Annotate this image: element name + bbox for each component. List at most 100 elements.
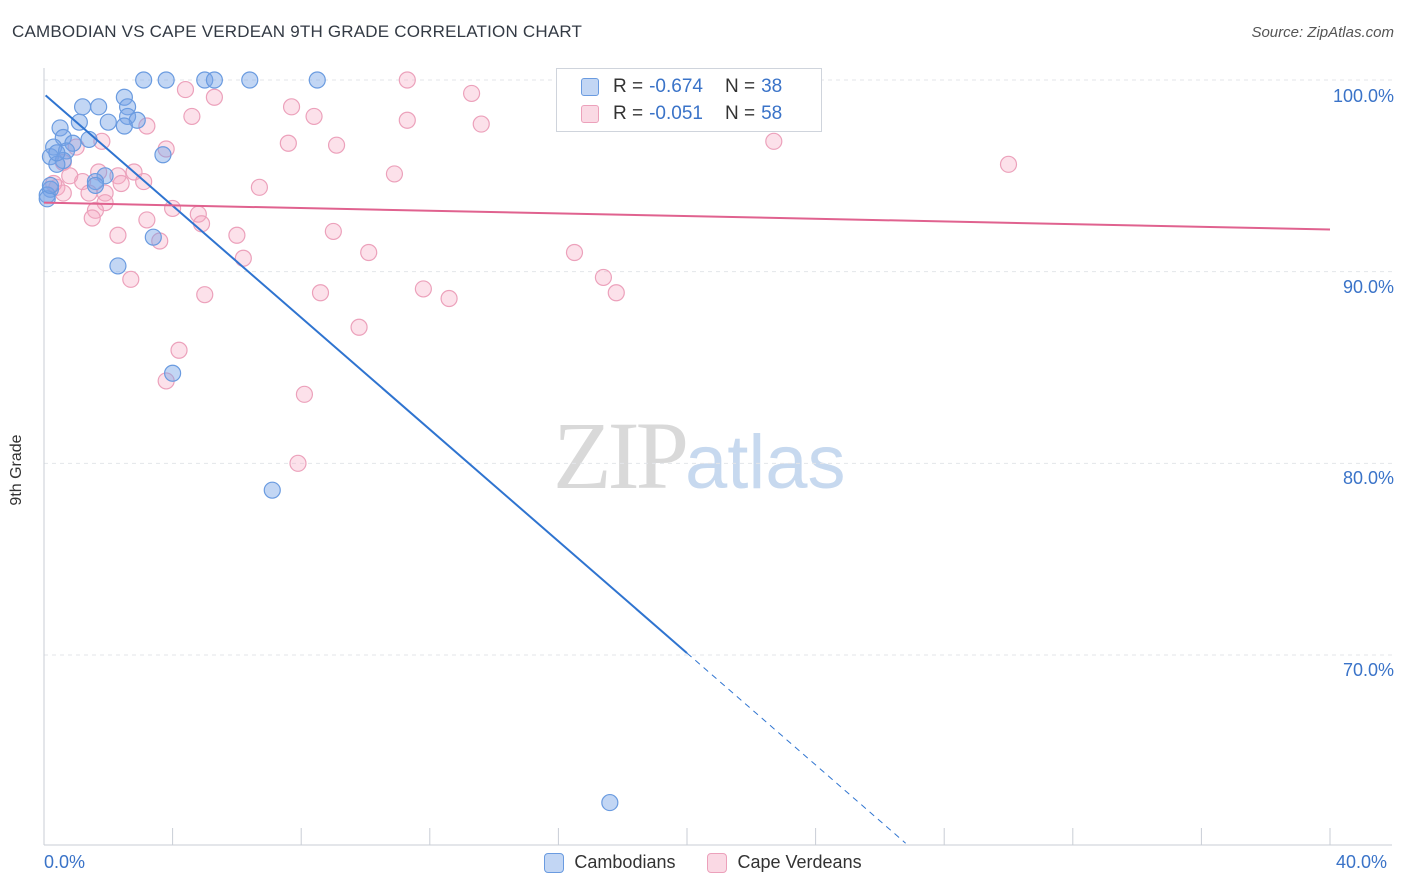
cape-verdean-point — [93, 132, 111, 150]
cape-verdean-point — [472, 115, 490, 133]
cape-verdean-point — [999, 155, 1018, 173]
cambodian-point — [99, 113, 117, 131]
cape-verdean-point — [183, 107, 201, 126]
pink-swatch-icon — [581, 105, 599, 123]
correlation-legend: R = -0.674 N = 38 R = -0.051 N = 58 — [556, 68, 822, 132]
cambodian-point — [154, 146, 172, 164]
cambodian-point — [135, 71, 153, 89]
legend-item-cambodians[interactable]: Cambodians — [544, 852, 675, 873]
cambodian-point — [196, 71, 214, 89]
gridlines — [44, 79, 1392, 656]
cape-verdean-point — [360, 243, 378, 262]
cambodian-point — [90, 98, 108, 116]
source-credit: Source: ZipAtlas.com — [1251, 24, 1394, 41]
cape-verdean-point — [414, 280, 432, 298]
cape-verdean-point — [385, 165, 404, 183]
cape-verdean-point — [234, 249, 252, 267]
cambodian-point — [41, 176, 60, 195]
blue-swatch-icon — [544, 852, 565, 873]
blue-swatch-icon — [581, 78, 599, 96]
cape-verdean-point — [305, 107, 323, 126]
cambodian-point — [73, 98, 92, 116]
cape-verdean-point — [61, 167, 79, 185]
cape-verdean-point — [440, 289, 458, 308]
cambodian-point — [164, 364, 182, 382]
cambodian-point — [51, 119, 69, 137]
cape-verdean-point — [112, 174, 130, 193]
pink-swatch-icon — [707, 852, 728, 873]
cape-verdean-point — [324, 222, 342, 241]
cambodian-points — [38, 71, 619, 812]
cape-verdean-point — [289, 454, 307, 472]
cape-verdean-point — [192, 215, 211, 233]
n-label: N = — [724, 103, 756, 124]
x-tick-label: 0.0% — [44, 852, 86, 872]
cape-verdean-point — [398, 71, 416, 89]
cambodian-point — [86, 176, 105, 195]
cape-verdean-point — [228, 226, 246, 244]
legend-label: Cape Verdeans — [737, 852, 862, 872]
cambodian-point — [241, 71, 259, 89]
cambodian-point — [157, 71, 175, 89]
cape-verdean-point — [398, 111, 416, 129]
legend-row-cambodians: R = -0.674 N = 38 — [581, 75, 782, 99]
cambodian-point — [601, 793, 619, 812]
cape-verdean-point — [565, 243, 584, 262]
r-value: -0.051 — [649, 103, 703, 124]
cambodian-point — [263, 481, 281, 499]
cape-verdean-point — [327, 136, 346, 154]
r-value: -0.674 — [649, 76, 703, 97]
n-value: 58 — [761, 103, 783, 124]
cape-verdean-point — [83, 209, 101, 227]
y-tick-label: 100.0% — [1332, 86, 1394, 106]
cape-verdean-point — [279, 134, 297, 152]
n-label: N = — [724, 76, 756, 97]
cambodian-point — [48, 144, 66, 162]
x-tick-label: 40.0% — [1336, 852, 1388, 872]
cape-verdean-point — [170, 341, 188, 359]
cambodian-point — [70, 113, 88, 131]
watermark: ZIPatlas — [553, 400, 846, 511]
cape-verdean-point — [250, 178, 269, 196]
cambodian-point — [115, 88, 133, 106]
cambodian-trend-extension — [686, 652, 906, 844]
legend-row-cape-verdeans: R = -0.051 N = 58 — [581, 102, 782, 126]
series-legend: Cambodians Cape Verdeans — [0, 852, 1406, 873]
cambodian-point — [118, 98, 137, 116]
legend-item-cape-verdeans[interactable]: Cape Verdeans — [707, 852, 862, 873]
cambodian-point — [115, 117, 133, 135]
legend-label: Cambodians — [574, 852, 676, 872]
cape-verdean-points — [45, 71, 1018, 472]
cambodian-point — [308, 71, 326, 89]
cape-verdean-point — [109, 226, 127, 244]
cambodian-point — [86, 172, 105, 191]
cape-verdean-point — [122, 270, 140, 288]
r-label: R = — [613, 103, 644, 124]
cape-verdean-point — [462, 84, 481, 103]
cape-verdean-point — [765, 132, 783, 150]
watermark-zip: ZIP — [553, 402, 689, 509]
cambodian-point — [118, 107, 137, 126]
cambodian-trend-line — [44, 94, 688, 654]
watermark-atlas: atlas — [685, 420, 846, 505]
cambodian-point — [109, 257, 127, 275]
cape-verdean-point — [295, 385, 314, 403]
y-tick-label: 80.0% — [1342, 468, 1394, 488]
n-value: 38 — [761, 76, 783, 97]
cape-verdean-point — [205, 88, 223, 106]
cape-verdean-trend-line — [43, 201, 1331, 231]
cape-verdean-point — [607, 284, 625, 302]
cape-verdean-point — [138, 117, 156, 135]
cape-verdean-point — [350, 318, 368, 336]
cape-verdean-point — [176, 80, 195, 99]
cambodian-point — [205, 71, 223, 89]
r-label: R = — [613, 76, 644, 97]
cape-verdean-point — [138, 211, 156, 229]
cape-verdean-point — [164, 199, 182, 218]
trend-lines — [43, 94, 1331, 844]
cape-verdean-point — [311, 284, 330, 302]
y-tick-label: 90.0% — [1342, 277, 1394, 297]
y-tick-label: 70.0% — [1342, 660, 1394, 680]
cape-verdean-point — [196, 286, 214, 304]
